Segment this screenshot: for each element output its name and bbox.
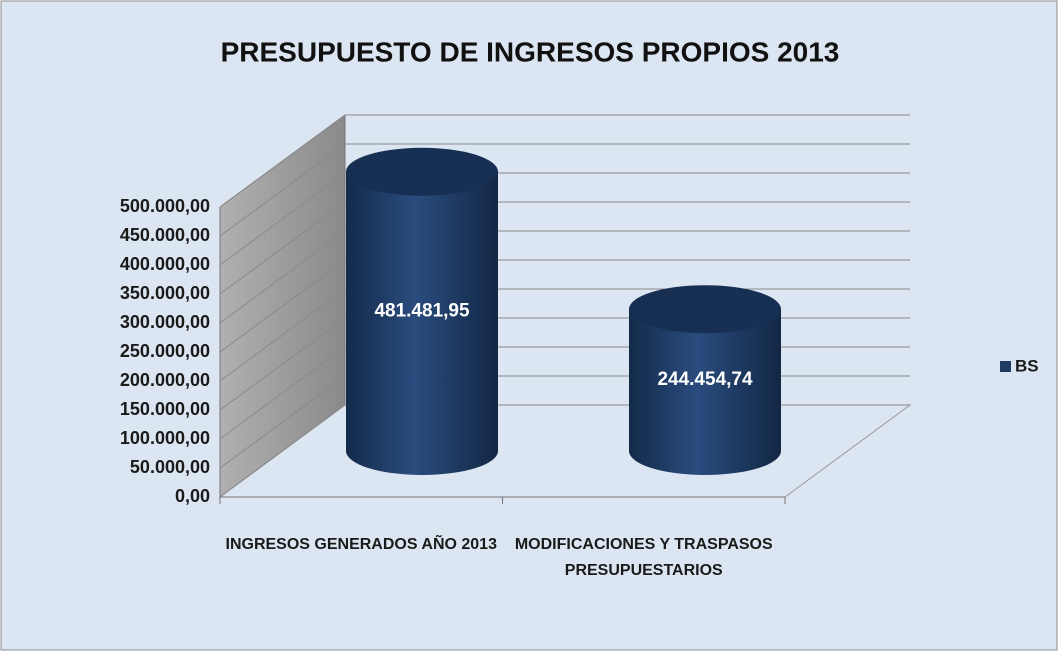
grid-line <box>219 114 910 208</box>
bar <box>629 285 781 475</box>
legend-label: BS <box>1015 356 1039 375</box>
y-tick-label: 250.000,00 <box>120 341 210 361</box>
y-tick-label: 500.000,00 <box>120 196 210 216</box>
y-tick-label: 50.000,00 <box>130 457 210 477</box>
grid-line <box>219 172 910 266</box>
y-tick-label: 0,00 <box>175 486 210 506</box>
y-tick-label: 100.000,00 <box>120 428 210 448</box>
y-tick-label: 150.000,00 <box>120 399 210 419</box>
x-tick-label: INGRESOS GENERADOS AÑO 2013 <box>225 536 497 553</box>
data-label: 481.481,95 <box>374 300 470 321</box>
y-tick-label: 400.000,00 <box>120 254 210 274</box>
data-label: 244.454,74 <box>657 369 753 390</box>
y-tick-label: 200.000,00 <box>120 370 210 390</box>
grid-line <box>219 143 910 237</box>
y-tick-label: 350.000,00 <box>120 283 210 303</box>
y-tick-label: 300.000,00 <box>120 312 210 332</box>
y-tick-label: 450.000,00 <box>120 225 210 245</box>
bar <box>346 147 498 475</box>
grid-line <box>219 259 910 353</box>
x-tick-label: MODIFICACIONES Y TRASPASOS PRESUPUESTARI… <box>514 536 773 579</box>
legend-swatch <box>1000 361 1011 372</box>
grid-line <box>219 230 910 324</box>
grid-line <box>219 201 910 295</box>
chart-title: PRESUPUESTO DE INGRESOS PROPIOS 2013 <box>221 36 840 67</box>
